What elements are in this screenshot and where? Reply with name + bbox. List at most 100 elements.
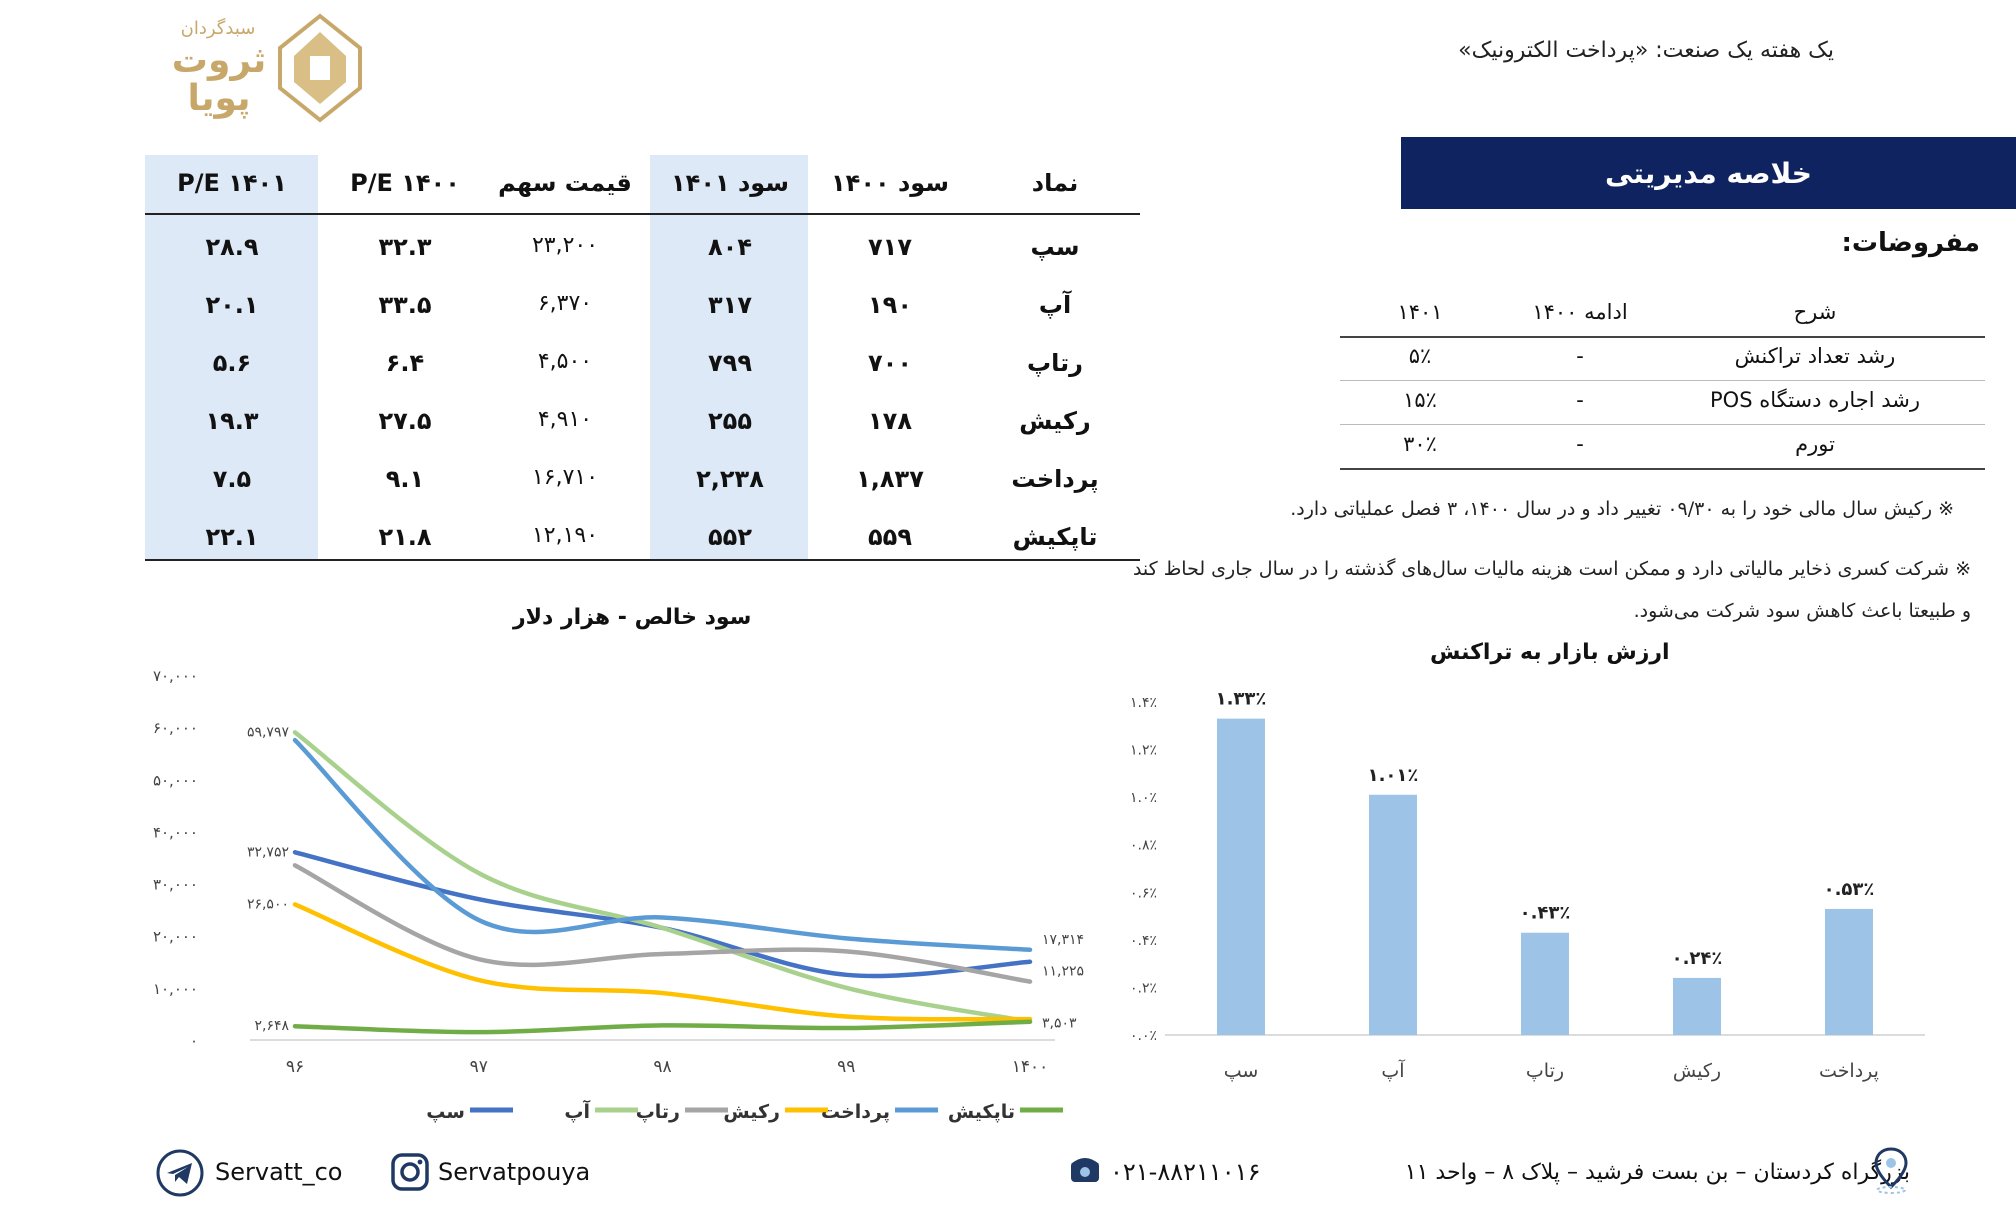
- col-pe-1401-cell: ۵.۶: [212, 349, 252, 377]
- legend-label: تاپکیش: [948, 1101, 1015, 1123]
- bar-value-label: ۱.۰۱٪: [1368, 765, 1419, 786]
- y-tick-label: ۰.۸٪: [1130, 838, 1157, 854]
- y-tick-label: ۲۰,۰۰۰: [153, 928, 198, 946]
- y-tick-label: ۵۰,۰۰۰: [153, 771, 198, 789]
- col-pe-1400-cell: ۳۲.۳: [378, 233, 432, 261]
- col-profit-1401-cell: ۳۱۷: [708, 291, 752, 319]
- bar: [1369, 794, 1417, 1035]
- y-tick-label: ۱.۰٪: [1130, 790, 1157, 806]
- note-2: ※ شرکت کسری ذخایر مالیاتی دارد و ممکن اس…: [1132, 558, 1971, 580]
- shaded-column-profit-1401: [650, 155, 808, 561]
- y-tick-label: ۷۰,۰۰۰: [153, 667, 198, 685]
- row-1401: ۵٪: [1408, 344, 1432, 368]
- x-tick-label: ۹۹: [837, 1057, 855, 1077]
- bar-category-label: آپ: [1381, 1058, 1405, 1082]
- note-3: و طبیعتا باعث کاهش سود شرکت می‌شود.: [1633, 600, 1971, 622]
- col-profit-1400-cell: ۱۷۸: [868, 407, 912, 435]
- col-pe-1401-cell: ۷.۵: [212, 465, 252, 493]
- series-line-3: [292, 863, 1033, 984]
- market-value-to-transaction-bar-chart: ۰.۰٪ ۰.۲٪ ۰.۴٪ ۰.۶٪ ۰.۸٪ ۱.۰٪ ۱.۲٪ ۱.۴٪ ۱.۳۳٪ سپ ۱…: [1130, 689, 1925, 1082]
- col-pe-1401-cell: ۲۲.۱: [205, 523, 259, 551]
- bar-value-label: ۰.۲۴٪: [1672, 948, 1723, 969]
- series-end-label: ۱۷,۳۱۴: [1042, 932, 1084, 948]
- header-col-pe-1401: P/E ۱۴۰۱: [177, 169, 287, 197]
- x-tick-label: ۹۶: [286, 1057, 304, 1077]
- bar-value-label: ۱.۳۳٪: [1216, 689, 1267, 710]
- col-pe-1400-cell: ۲۱.۸: [378, 523, 432, 551]
- logo-top-text: سبدگردان: [180, 18, 256, 39]
- bar-category-label: سپ: [1224, 1060, 1259, 1082]
- logo-emblem-icon: [278, 13, 362, 123]
- y-tick-label: ۶۰,۰۰۰: [153, 719, 198, 737]
- header-1400: ادامه ۱۴۰۰: [1532, 300, 1628, 324]
- series-line-6: [292, 1019, 1033, 1035]
- col-price-cell: ۴,۵۰۰: [537, 349, 593, 374]
- bar-chart-title: ارزش بازار به تراکنش: [1430, 640, 1670, 665]
- bar-value-label: ۰.۴۳٪: [1520, 903, 1571, 924]
- table-row: تورم - ۳۰٪: [1340, 424, 1985, 470]
- y-tick-label: ۰.۲٪: [1130, 980, 1157, 996]
- col-profit-1401-cell: ۲۵۵: [708, 407, 752, 435]
- assumptions-title: مفروضات:: [1841, 228, 1980, 258]
- col-price-cell: ۲۳,۲۰۰: [531, 233, 599, 258]
- header-col-pe-1400: P/E ۱۴۰۰: [350, 169, 460, 197]
- series-start-label: ۳۲,۷۵۲: [247, 844, 289, 860]
- y-tick-label: ۱۰,۰۰۰: [153, 980, 198, 998]
- col-symbol-cell: رکیش: [1019, 407, 1091, 435]
- net-profit-line-chart: ۰ ۱۰,۰۰۰ ۲۰,۰۰۰ ۳۰,۰۰۰ ۴۰,۰۰۰ ۵۰,۰۰۰ ۶۰,۰۰۰ ۷۰,…: [153, 667, 1084, 1123]
- y-tick-label: ۱.۴٪: [1130, 695, 1157, 711]
- x-tick-label: ۹۷: [470, 1057, 488, 1077]
- row-description: تورم: [1795, 432, 1835, 456]
- col-pe-1401-cell: ۲۸.۹: [205, 233, 259, 261]
- col-profit-1401-cell: ۷۹۹: [708, 349, 752, 377]
- series-end-label: ۱۱,۲۲۵: [1042, 964, 1084, 980]
- summary-banner: خلاصه مدیریتی: [1401, 137, 2016, 209]
- instagram-handle[interactable]: Servatpouya: [438, 1158, 591, 1186]
- bar: [1217, 718, 1265, 1035]
- row-1401: ۱۵٪: [1403, 388, 1437, 412]
- series-line-1: [292, 850, 1033, 979]
- y-tick-label: ۰: [190, 1032, 198, 1050]
- col-price-cell: ۴,۹۱۰: [537, 407, 593, 432]
- col-symbol-cell: پرداخت: [1011, 465, 1099, 493]
- col-profit-1401-cell: ۸۰۴: [708, 233, 752, 261]
- col-profit-1400-cell: ۷۱۷: [868, 233, 912, 261]
- legend-label: رکیش: [723, 1101, 780, 1123]
- series-start-label: ۲,۶۴۸: [254, 1018, 289, 1034]
- row-1400: -: [1576, 344, 1584, 368]
- header-col-profit-1400: سود ۱۴۰۰: [831, 169, 949, 197]
- y-tick-label: ۴۰,۰۰۰: [153, 823, 198, 841]
- shaded-column-pe-1401: [145, 155, 318, 561]
- header-1401: ۱۴۰۱: [1397, 300, 1443, 324]
- series-end-label: ۳,۵۰۳: [1042, 1016, 1077, 1032]
- header-col-symbol: نماد: [1031, 169, 1079, 197]
- telegram-icon[interactable]: [155, 1148, 205, 1198]
- y-tick-label: ۰.۶٪: [1130, 885, 1157, 901]
- line-chart-title: سود خالص - هزار دلار: [513, 605, 752, 630]
- col-profit-1400-cell: ۱,۸۳۷: [856, 465, 924, 493]
- row-description: رشد تعداد تراکنش: [1734, 344, 1896, 368]
- bar-category-label: پرداخت: [1819, 1060, 1879, 1082]
- report-title: یک هفته یک صنعت: «پرداخت الکترونیک»: [1458, 38, 1834, 63]
- bar-category-label: رتاپ: [1526, 1060, 1564, 1082]
- col-price-cell: ۶,۳۷۰: [537, 291, 593, 316]
- col-pe-1401-cell: ۲۰.۱: [205, 291, 259, 319]
- col-profit-1400-cell: ۱۹۰: [868, 291, 912, 319]
- header-description: شرح: [1793, 300, 1837, 324]
- instagram-icon[interactable]: [390, 1152, 430, 1192]
- col-pe-1400-cell: ۹.۱: [385, 465, 425, 493]
- col-pe-1401-cell: ۱۹.۳: [205, 407, 259, 435]
- legend-label: آپ: [564, 1099, 590, 1123]
- legend-label: سپ: [426, 1101, 465, 1123]
- note-1: ※ رکیش سال مالی خود را به ۰۹/۳۰ تغییر دا…: [1290, 498, 1954, 520]
- row-description: رشد اجاره دستگاه POS: [1710, 388, 1920, 412]
- col-price-cell: ۱۶,۷۱۰: [531, 465, 599, 490]
- row-1401: ۳۰٪: [1403, 432, 1437, 456]
- col-pe-1400-cell: ۶.۴: [385, 349, 425, 377]
- series-line-4: [292, 902, 1033, 1022]
- bar: [1673, 977, 1721, 1035]
- legend-label: پرداخت: [821, 1101, 890, 1123]
- telegram-handle[interactable]: Servatt_co: [215, 1158, 343, 1186]
- table-header-row: [145, 155, 1140, 215]
- col-pe-1400-cell: ۲۷.۵: [378, 407, 432, 435]
